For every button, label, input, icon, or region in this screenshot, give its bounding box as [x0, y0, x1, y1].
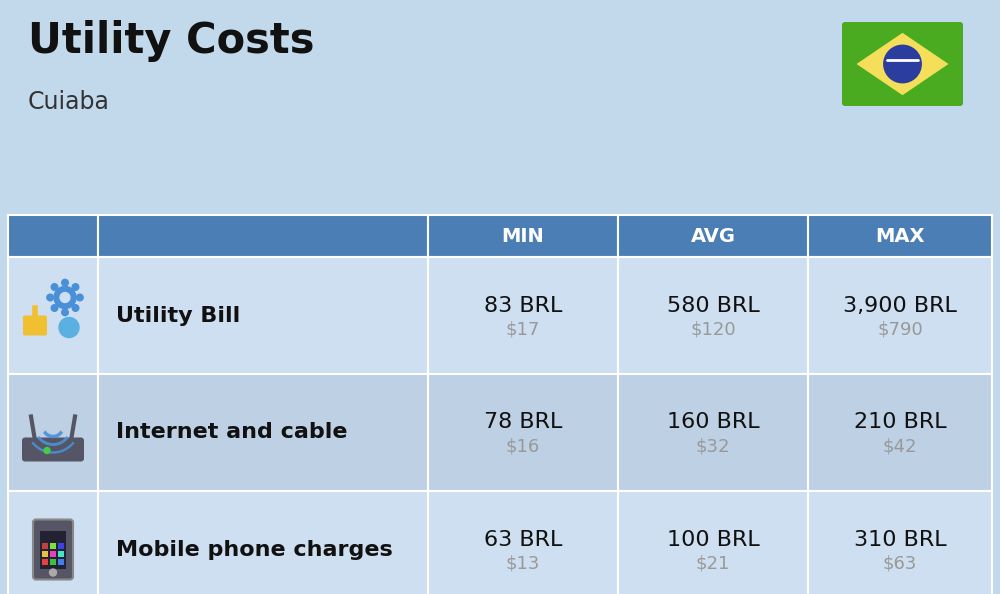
Bar: [98, 374, 428, 491]
Text: Mobile phone charges: Mobile phone charges: [116, 539, 393, 560]
Bar: [428, 491, 618, 594]
Circle shape: [51, 305, 58, 311]
Bar: [50, 542, 56, 548]
Text: $63: $63: [883, 555, 917, 573]
Bar: [618, 491, 808, 594]
Text: $17: $17: [506, 321, 540, 339]
Bar: [98, 215, 428, 257]
Bar: [428, 257, 618, 374]
Text: Utility Costs: Utility Costs: [28, 20, 314, 62]
Text: $16: $16: [506, 438, 540, 456]
Bar: [50, 558, 56, 564]
Circle shape: [77, 294, 83, 301]
Text: Internet and cable: Internet and cable: [116, 422, 348, 443]
Circle shape: [54, 286, 76, 308]
Bar: [42, 551, 48, 557]
Text: 100 BRL: 100 BRL: [667, 529, 759, 549]
Bar: [8, 257, 98, 374]
Polygon shape: [856, 33, 948, 95]
Text: $32: $32: [696, 438, 730, 456]
FancyBboxPatch shape: [19, 281, 87, 350]
Text: MIN: MIN: [502, 226, 544, 245]
Bar: [428, 215, 618, 257]
Text: 83 BRL: 83 BRL: [484, 295, 562, 315]
Text: $42: $42: [883, 438, 917, 456]
Bar: [808, 491, 992, 594]
Circle shape: [44, 447, 50, 453]
Circle shape: [60, 293, 70, 302]
Bar: [8, 491, 98, 594]
Text: 3,900 BRL: 3,900 BRL: [843, 295, 957, 315]
Circle shape: [72, 284, 79, 290]
Circle shape: [72, 305, 79, 311]
Bar: [40, 530, 66, 568]
Text: $120: $120: [690, 321, 736, 339]
Bar: [428, 374, 618, 491]
Text: $13: $13: [506, 555, 540, 573]
Text: 580 BRL: 580 BRL: [667, 295, 759, 315]
Circle shape: [59, 318, 79, 337]
Bar: [8, 374, 98, 491]
Text: $21: $21: [696, 555, 730, 573]
Circle shape: [51, 284, 58, 290]
Text: 160 BRL: 160 BRL: [667, 412, 759, 432]
Bar: [98, 491, 428, 594]
Bar: [808, 215, 992, 257]
Bar: [808, 374, 992, 491]
Text: Utility Bill: Utility Bill: [116, 305, 240, 326]
Bar: [58, 551, 64, 557]
Text: 210 BRL: 210 BRL: [854, 412, 946, 432]
Bar: [58, 542, 64, 548]
FancyBboxPatch shape: [842, 22, 963, 106]
Circle shape: [884, 45, 921, 83]
Bar: [98, 257, 428, 374]
FancyBboxPatch shape: [19, 515, 87, 584]
Text: 310 BRL: 310 BRL: [854, 529, 946, 549]
Circle shape: [62, 309, 68, 315]
Bar: [618, 215, 808, 257]
FancyBboxPatch shape: [22, 438, 84, 462]
Text: Cuiaba: Cuiaba: [28, 90, 110, 114]
Text: $790: $790: [877, 321, 923, 339]
Circle shape: [47, 294, 53, 301]
Text: AVG: AVG: [690, 226, 736, 245]
Bar: [42, 542, 48, 548]
Bar: [8, 215, 98, 257]
Bar: [618, 374, 808, 491]
Bar: [58, 558, 64, 564]
FancyBboxPatch shape: [23, 315, 47, 336]
Text: 63 BRL: 63 BRL: [484, 529, 562, 549]
Bar: [42, 558, 48, 564]
Bar: [618, 257, 808, 374]
FancyBboxPatch shape: [19, 398, 87, 467]
Bar: [50, 551, 56, 557]
Circle shape: [50, 569, 56, 576]
Text: MAX: MAX: [875, 226, 925, 245]
Text: 78 BRL: 78 BRL: [484, 412, 562, 432]
FancyBboxPatch shape: [33, 520, 73, 580]
Circle shape: [62, 279, 68, 286]
Bar: [808, 257, 992, 374]
